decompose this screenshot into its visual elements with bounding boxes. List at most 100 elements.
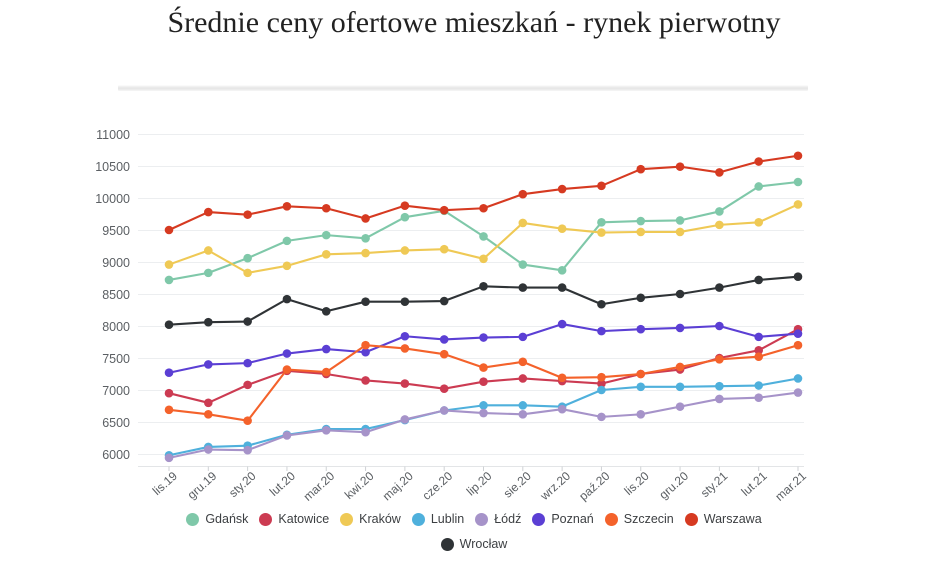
data-point[interactable] bbox=[636, 164, 646, 174]
data-point[interactable] bbox=[361, 376, 370, 385]
data-point[interactable] bbox=[715, 207, 724, 216]
data-point[interactable] bbox=[321, 426, 331, 435]
data-point[interactable] bbox=[793, 388, 803, 397]
data-point[interactable] bbox=[597, 228, 606, 237]
data-point[interactable] bbox=[518, 189, 528, 199]
data-point[interactable] bbox=[557, 404, 567, 414]
data-point[interactable] bbox=[479, 363, 488, 372]
legend-item-gdańsk[interactable]: Gdańsk bbox=[186, 512, 248, 526]
data-point[interactable] bbox=[439, 406, 449, 415]
data-point[interactable] bbox=[754, 275, 763, 285]
data-point[interactable] bbox=[361, 234, 370, 243]
data-point[interactable] bbox=[675, 362, 685, 372]
data-point[interactable] bbox=[400, 297, 410, 306]
data-point[interactable] bbox=[400, 415, 410, 424]
data-point[interactable] bbox=[675, 289, 685, 299]
data-point[interactable] bbox=[321, 306, 331, 316]
data-point[interactable] bbox=[715, 394, 724, 404]
data-point[interactable] bbox=[636, 324, 646, 334]
data-point[interactable] bbox=[518, 401, 528, 410]
data-point[interactable] bbox=[715, 321, 724, 331]
data-point[interactable] bbox=[321, 230, 331, 240]
legend-item-wrocław[interactable]: Wrocław bbox=[440, 537, 507, 551]
data-point[interactable] bbox=[243, 210, 252, 219]
data-point[interactable] bbox=[439, 335, 449, 344]
data-point[interactable] bbox=[557, 224, 567, 234]
data-point[interactable] bbox=[793, 177, 803, 187]
data-point[interactable] bbox=[518, 374, 528, 383]
data-point[interactable] bbox=[479, 333, 488, 342]
data-point[interactable] bbox=[204, 207, 213, 217]
data-point[interactable] bbox=[597, 412, 606, 422]
data-point[interactable] bbox=[361, 214, 370, 223]
data-point[interactable] bbox=[400, 212, 410, 222]
data-point[interactable] bbox=[361, 427, 370, 437]
data-point[interactable] bbox=[243, 253, 252, 263]
data-point[interactable] bbox=[715, 354, 724, 364]
data-point[interactable] bbox=[597, 326, 606, 336]
data-point[interactable] bbox=[597, 379, 606, 388]
legend-item-łódź[interactable]: Łódź bbox=[475, 512, 521, 526]
legend-item-szczecin[interactable]: Szczecin bbox=[604, 512, 674, 526]
data-point[interactable] bbox=[282, 431, 292, 440]
data-point[interactable] bbox=[479, 401, 488, 410]
data-point[interactable] bbox=[282, 261, 292, 271]
data-point[interactable] bbox=[675, 402, 685, 411]
data-point[interactable] bbox=[439, 384, 449, 394]
data-point[interactable] bbox=[557, 283, 567, 292]
data-point[interactable] bbox=[439, 296, 449, 306]
data-point[interactable] bbox=[439, 205, 449, 215]
data-point[interactable] bbox=[518, 283, 528, 292]
data-point[interactable] bbox=[557, 319, 567, 329]
data-point[interactable] bbox=[400, 246, 410, 255]
data-point[interactable] bbox=[715, 168, 724, 177]
legend-item-kraków[interactable]: Kraków bbox=[340, 512, 401, 526]
data-point[interactable] bbox=[321, 344, 331, 354]
data-point[interactable] bbox=[282, 365, 292, 374]
data-point[interactable] bbox=[597, 181, 606, 191]
data-point[interactable] bbox=[400, 201, 410, 210]
data-point[interactable] bbox=[793, 151, 803, 161]
data-point[interactable] bbox=[164, 405, 174, 415]
data-point[interactable] bbox=[675, 382, 685, 392]
data-point[interactable] bbox=[518, 260, 528, 269]
data-point[interactable] bbox=[675, 162, 685, 171]
data-point[interactable] bbox=[321, 367, 331, 377]
data-point[interactable] bbox=[793, 340, 803, 350]
data-point[interactable] bbox=[675, 227, 685, 237]
data-point[interactable] bbox=[597, 385, 606, 395]
data-point[interactable] bbox=[715, 220, 724, 230]
data-point[interactable] bbox=[557, 184, 567, 194]
data-point[interactable] bbox=[715, 381, 724, 391]
data-point[interactable] bbox=[204, 360, 213, 369]
data-point[interactable] bbox=[243, 268, 252, 278]
data-point[interactable] bbox=[321, 250, 331, 259]
data-point[interactable] bbox=[204, 445, 213, 454]
data-point[interactable] bbox=[754, 182, 763, 191]
data-point[interactable] bbox=[754, 346, 763, 355]
data-point[interactable] bbox=[164, 275, 174, 285]
data-point[interactable] bbox=[675, 323, 685, 333]
data-point[interactable] bbox=[754, 218, 763, 227]
data-point[interactable] bbox=[557, 373, 567, 383]
data-point[interactable] bbox=[321, 203, 331, 213]
data-point[interactable] bbox=[754, 157, 763, 166]
data-point[interactable] bbox=[754, 332, 763, 342]
data-point[interactable] bbox=[164, 453, 174, 463]
data-point[interactable] bbox=[518, 410, 528, 419]
data-point[interactable] bbox=[479, 203, 488, 213]
data-point[interactable] bbox=[636, 227, 646, 237]
data-point[interactable] bbox=[754, 352, 763, 362]
data-point[interactable] bbox=[518, 357, 528, 367]
data-point[interactable] bbox=[400, 344, 410, 353]
data-point[interactable] bbox=[204, 410, 213, 419]
data-point[interactable] bbox=[243, 317, 252, 326]
data-point[interactable] bbox=[597, 218, 606, 227]
data-point[interactable] bbox=[164, 225, 174, 235]
data-point[interactable] bbox=[597, 299, 606, 309]
data-point[interactable] bbox=[243, 380, 252, 390]
data-point[interactable] bbox=[793, 272, 803, 282]
data-point[interactable] bbox=[361, 340, 370, 350]
data-point[interactable] bbox=[204, 398, 213, 408]
data-point[interactable] bbox=[164, 260, 174, 269]
